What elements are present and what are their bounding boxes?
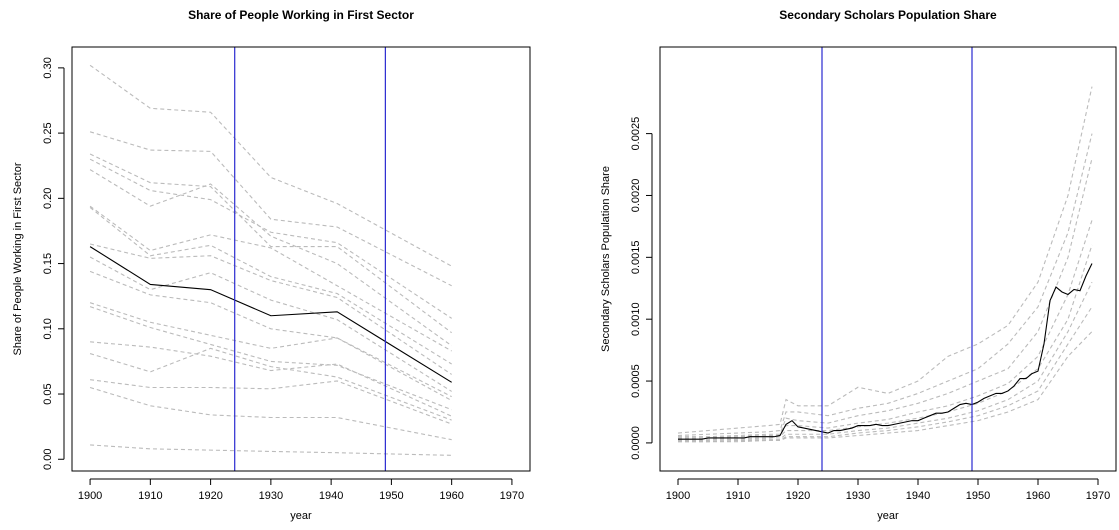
chart-title: Share of People Working in First Sector [188, 8, 414, 22]
series-line [678, 331, 1093, 443]
series-line [678, 158, 1093, 438]
series-line [89, 256, 452, 392]
y-tick-label: 0.0005 [630, 364, 642, 398]
x-tick-label: 1960 [439, 490, 463, 502]
x-tick-label: 1910 [138, 490, 162, 502]
series-line [89, 243, 452, 375]
x-axis-label: year [290, 510, 312, 522]
series-line [678, 263, 1093, 440]
series-line [89, 347, 452, 421]
series-line [89, 131, 452, 287]
series-line [89, 207, 452, 365]
x-tick-label: 1960 [1026, 490, 1050, 502]
x-tick-label: 1940 [319, 490, 343, 502]
x-tick-label: 1970 [500, 490, 524, 502]
y-tick-label: 0.0025 [630, 117, 642, 151]
x-tick-label: 1920 [198, 490, 222, 502]
series-line [89, 205, 452, 352]
y-tick-label: 0.25 [42, 122, 54, 143]
series-line [89, 270, 452, 398]
series-line [89, 306, 452, 411]
series-line [89, 246, 452, 383]
x-tick-label: 1950 [966, 490, 990, 502]
series-line [90, 379, 452, 425]
x-tick-label: 1900 [78, 490, 102, 502]
series-line [678, 220, 1093, 439]
series-line [90, 341, 452, 417]
x-tick-label: 1900 [666, 490, 690, 502]
x-tick-label: 1930 [846, 490, 870, 502]
series-line [89, 64, 452, 267]
series-line [678, 281, 1093, 441]
series-line [677, 133, 1093, 437]
x-tick-label: 1940 [906, 490, 930, 502]
plot-box [71, 46, 531, 472]
series-line [90, 444, 452, 456]
x-tick-label: 1950 [379, 490, 403, 502]
series-line [89, 153, 452, 334]
x-axis-label: year [877, 510, 899, 522]
x-tick-label: 1920 [786, 490, 810, 502]
series-line [89, 302, 452, 402]
x-tick-label: 1970 [1086, 490, 1110, 502]
series-line [89, 158, 452, 319]
y-tick-label: 0.00 [42, 449, 54, 470]
x-tick-label: 1910 [726, 490, 750, 502]
series-line [677, 86, 1093, 434]
y-tick-label: 0.0010 [630, 302, 642, 336]
y-tick-label: 0.15 [42, 253, 54, 274]
y-tick-label: 0.30 [42, 57, 54, 78]
series-line [89, 386, 452, 441]
x-tick-label: 1930 [259, 490, 283, 502]
series-line [89, 169, 452, 347]
y-tick-label: 0.0020 [630, 179, 642, 213]
chart-title: Secondary Scholars Population Share [779, 8, 997, 22]
y-axis-label: Secondary Scholars Population Share [600, 166, 612, 352]
y-tick-label: 0.0000 [630, 426, 642, 460]
y-tick-label: 0.0015 [630, 241, 642, 275]
plot-box [659, 46, 1117, 472]
y-tick-label: 0.05 [42, 383, 54, 404]
y-tick-label: 0.10 [42, 318, 54, 339]
series-line [678, 244, 1093, 440]
y-tick-label: 0.20 [42, 188, 54, 209]
y-axis-label: Share of People Working in First Sector [12, 162, 24, 355]
